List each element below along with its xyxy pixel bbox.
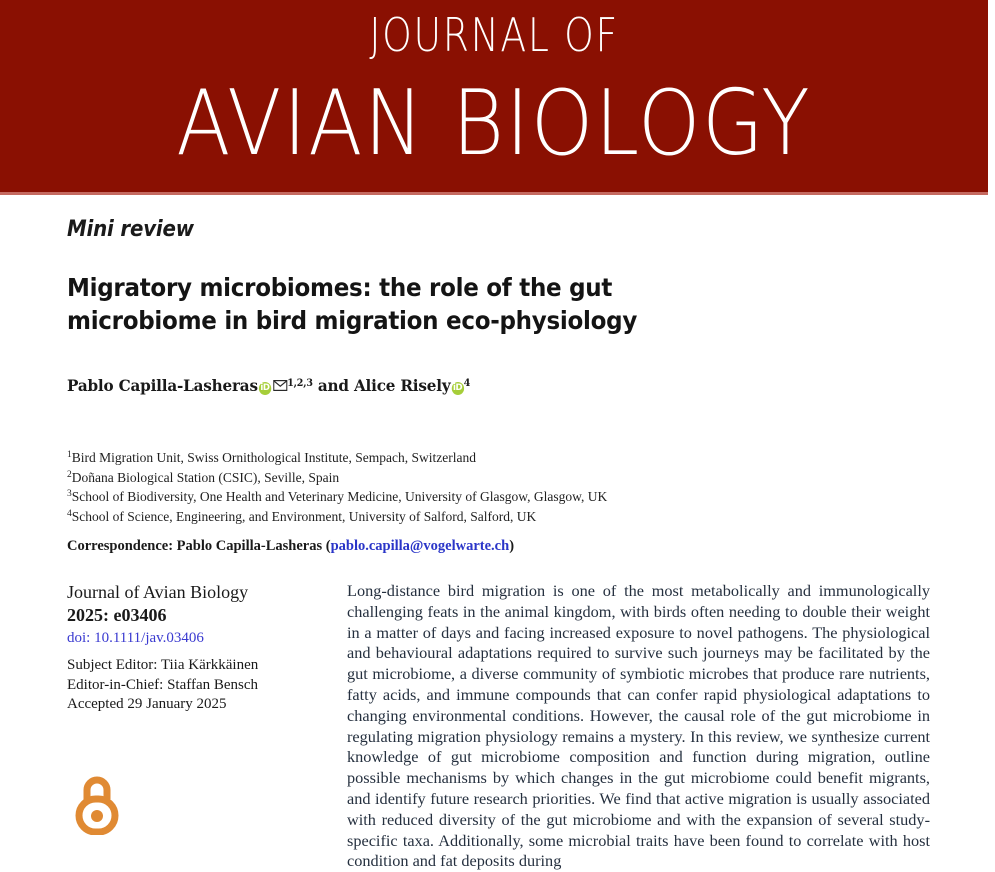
masthead-line-journal-of: JOURNAL OF bbox=[369, 8, 619, 62]
masthead-line-avian-biology: AVIAN BIOLOGY bbox=[176, 71, 812, 176]
editorial-info: Subject Editor: Tiia Kärkkäinen Editor-i… bbox=[67, 656, 340, 715]
correspondence-close-paren: ) bbox=[509, 538, 515, 554]
article-content: Mini review Migratory microbiomes: the r… bbox=[0, 217, 988, 872]
affiliation-text: School of Biodiversity, One Health and V… bbox=[71, 489, 608, 504]
journal-masthead: JOURNAL OF AVIAN BIOLOGY bbox=[0, 0, 988, 192]
abstract-paragraph: Long-distance bird migration is one of t… bbox=[347, 581, 930, 871]
affiliation-text: School of Science, Engineering, and Envi… bbox=[71, 508, 537, 524]
affiliation-marker: 2 bbox=[67, 469, 72, 480]
affiliation-item: 3School of Biodiversity, One Health and … bbox=[67, 486, 930, 506]
affiliation-text: Bird Migration Unit, Swiss Ornithologica… bbox=[71, 450, 476, 465]
open-access-lock-icon bbox=[74, 773, 340, 840]
journal-issue-elocator: 2025: e03406 bbox=[67, 605, 167, 625]
author-name-2: Alice Risely bbox=[353, 376, 451, 395]
orcid-icon[interactable]: iD bbox=[451, 382, 464, 395]
author-conjunction: and bbox=[312, 376, 354, 395]
affiliation-item: 4School of Science, Engineering, and Env… bbox=[67, 506, 930, 526]
abstract-text: Long-distance bird migration is one of t… bbox=[340, 581, 930, 872]
editor-in-chief: Editor-in-Chief: Staffan Bensch bbox=[67, 676, 259, 693]
journal-name: Journal of Avian Biology bbox=[67, 582, 249, 602]
affiliation-marker: 3 bbox=[67, 489, 72, 499]
affiliation-item: 2Doñana Biological Station (CSIC), Sevil… bbox=[67, 467, 930, 487]
affiliation-text: Doñana Biological Station (CSIC), Sevill… bbox=[71, 469, 340, 485]
envelope-icon[interactable] bbox=[273, 375, 288, 392]
affiliation-marker: 4 bbox=[67, 508, 72, 519]
author-1-affiliation-markers: 1,2,3 bbox=[287, 378, 313, 389]
author-list: Pablo Capilla-Lasheras iD 1,2,3 and Alice … bbox=[67, 373, 887, 397]
article-metadata-column: Journal of Avian Biology 2025: e03406 do… bbox=[67, 581, 340, 872]
article-lower-section: Journal of Avian Biology 2025: e03406 do… bbox=[67, 581, 930, 872]
subject-editor: Subject Editor: Tiia Kärkkäinen bbox=[67, 657, 259, 673]
article-page: Mini review Migratory microbiomes: the r… bbox=[0, 217, 988, 872]
accepted-date: Accepted 29 January 2025 bbox=[67, 696, 227, 712]
correspondence-label: Correspondence: Pablo Capilla-Lasheras ( bbox=[67, 538, 331, 554]
author-2-affiliation-markers: 4 bbox=[463, 378, 471, 389]
correspondence-email-link[interactable]: pablo.capilla@vogelwarte.ch bbox=[330, 538, 510, 554]
orcid-icon[interactable]: iD bbox=[258, 382, 272, 395]
page-title: Migratory microbiomes: the role of the g… bbox=[67, 273, 638, 335]
affiliation-list: 1Bird Migration Unit, Swiss Ornithologic… bbox=[67, 447, 930, 525]
author-name-1: Pablo Capilla-Lasheras bbox=[67, 376, 258, 395]
doi-link[interactable]: doi: 10.1111/jav.03406 bbox=[67, 630, 204, 646]
masthead-rule bbox=[0, 192, 988, 195]
masthead-inner: JOURNAL OF AVIAN BIOLOGY bbox=[0, 0, 988, 192]
affiliation-marker: 1 bbox=[67, 450, 72, 460]
correspondence-line: Correspondence: Pablo Capilla-Lasheras (… bbox=[67, 537, 930, 555]
article-type-label: Mini review bbox=[67, 217, 194, 242]
affiliation-item: 1Bird Migration Unit, Swiss Ornithologic… bbox=[67, 447, 930, 467]
